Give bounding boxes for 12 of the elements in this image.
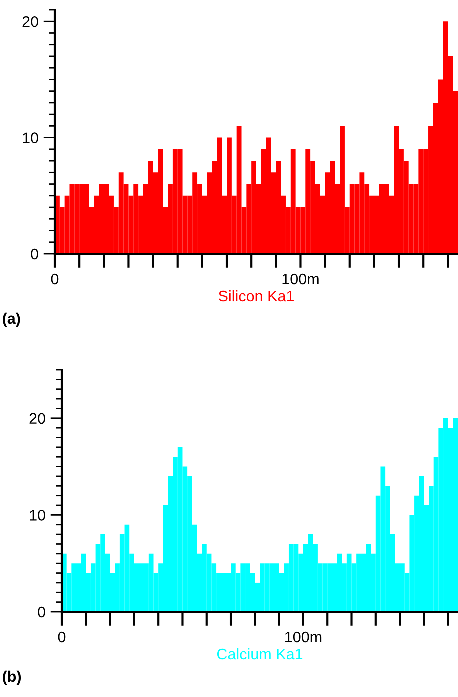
y-tick-label: 20 xyxy=(22,16,38,28)
text: (a) xyxy=(3,312,20,328)
text: (b) xyxy=(3,670,22,686)
x-axis-title: Silicon Ka1 xyxy=(218,290,294,302)
y-tick-label: 0 xyxy=(38,606,46,618)
y-tick-label: 10 xyxy=(23,132,38,144)
x-tick-label: 100m xyxy=(286,632,322,643)
x-tick-label: 100m xyxy=(282,274,319,285)
x-axis-title: Calcium Ka1 xyxy=(217,648,303,660)
y-tick-label: 20 xyxy=(30,413,46,424)
y-tick-label: 0 xyxy=(31,248,38,260)
y-tick-label: 10 xyxy=(30,510,46,521)
